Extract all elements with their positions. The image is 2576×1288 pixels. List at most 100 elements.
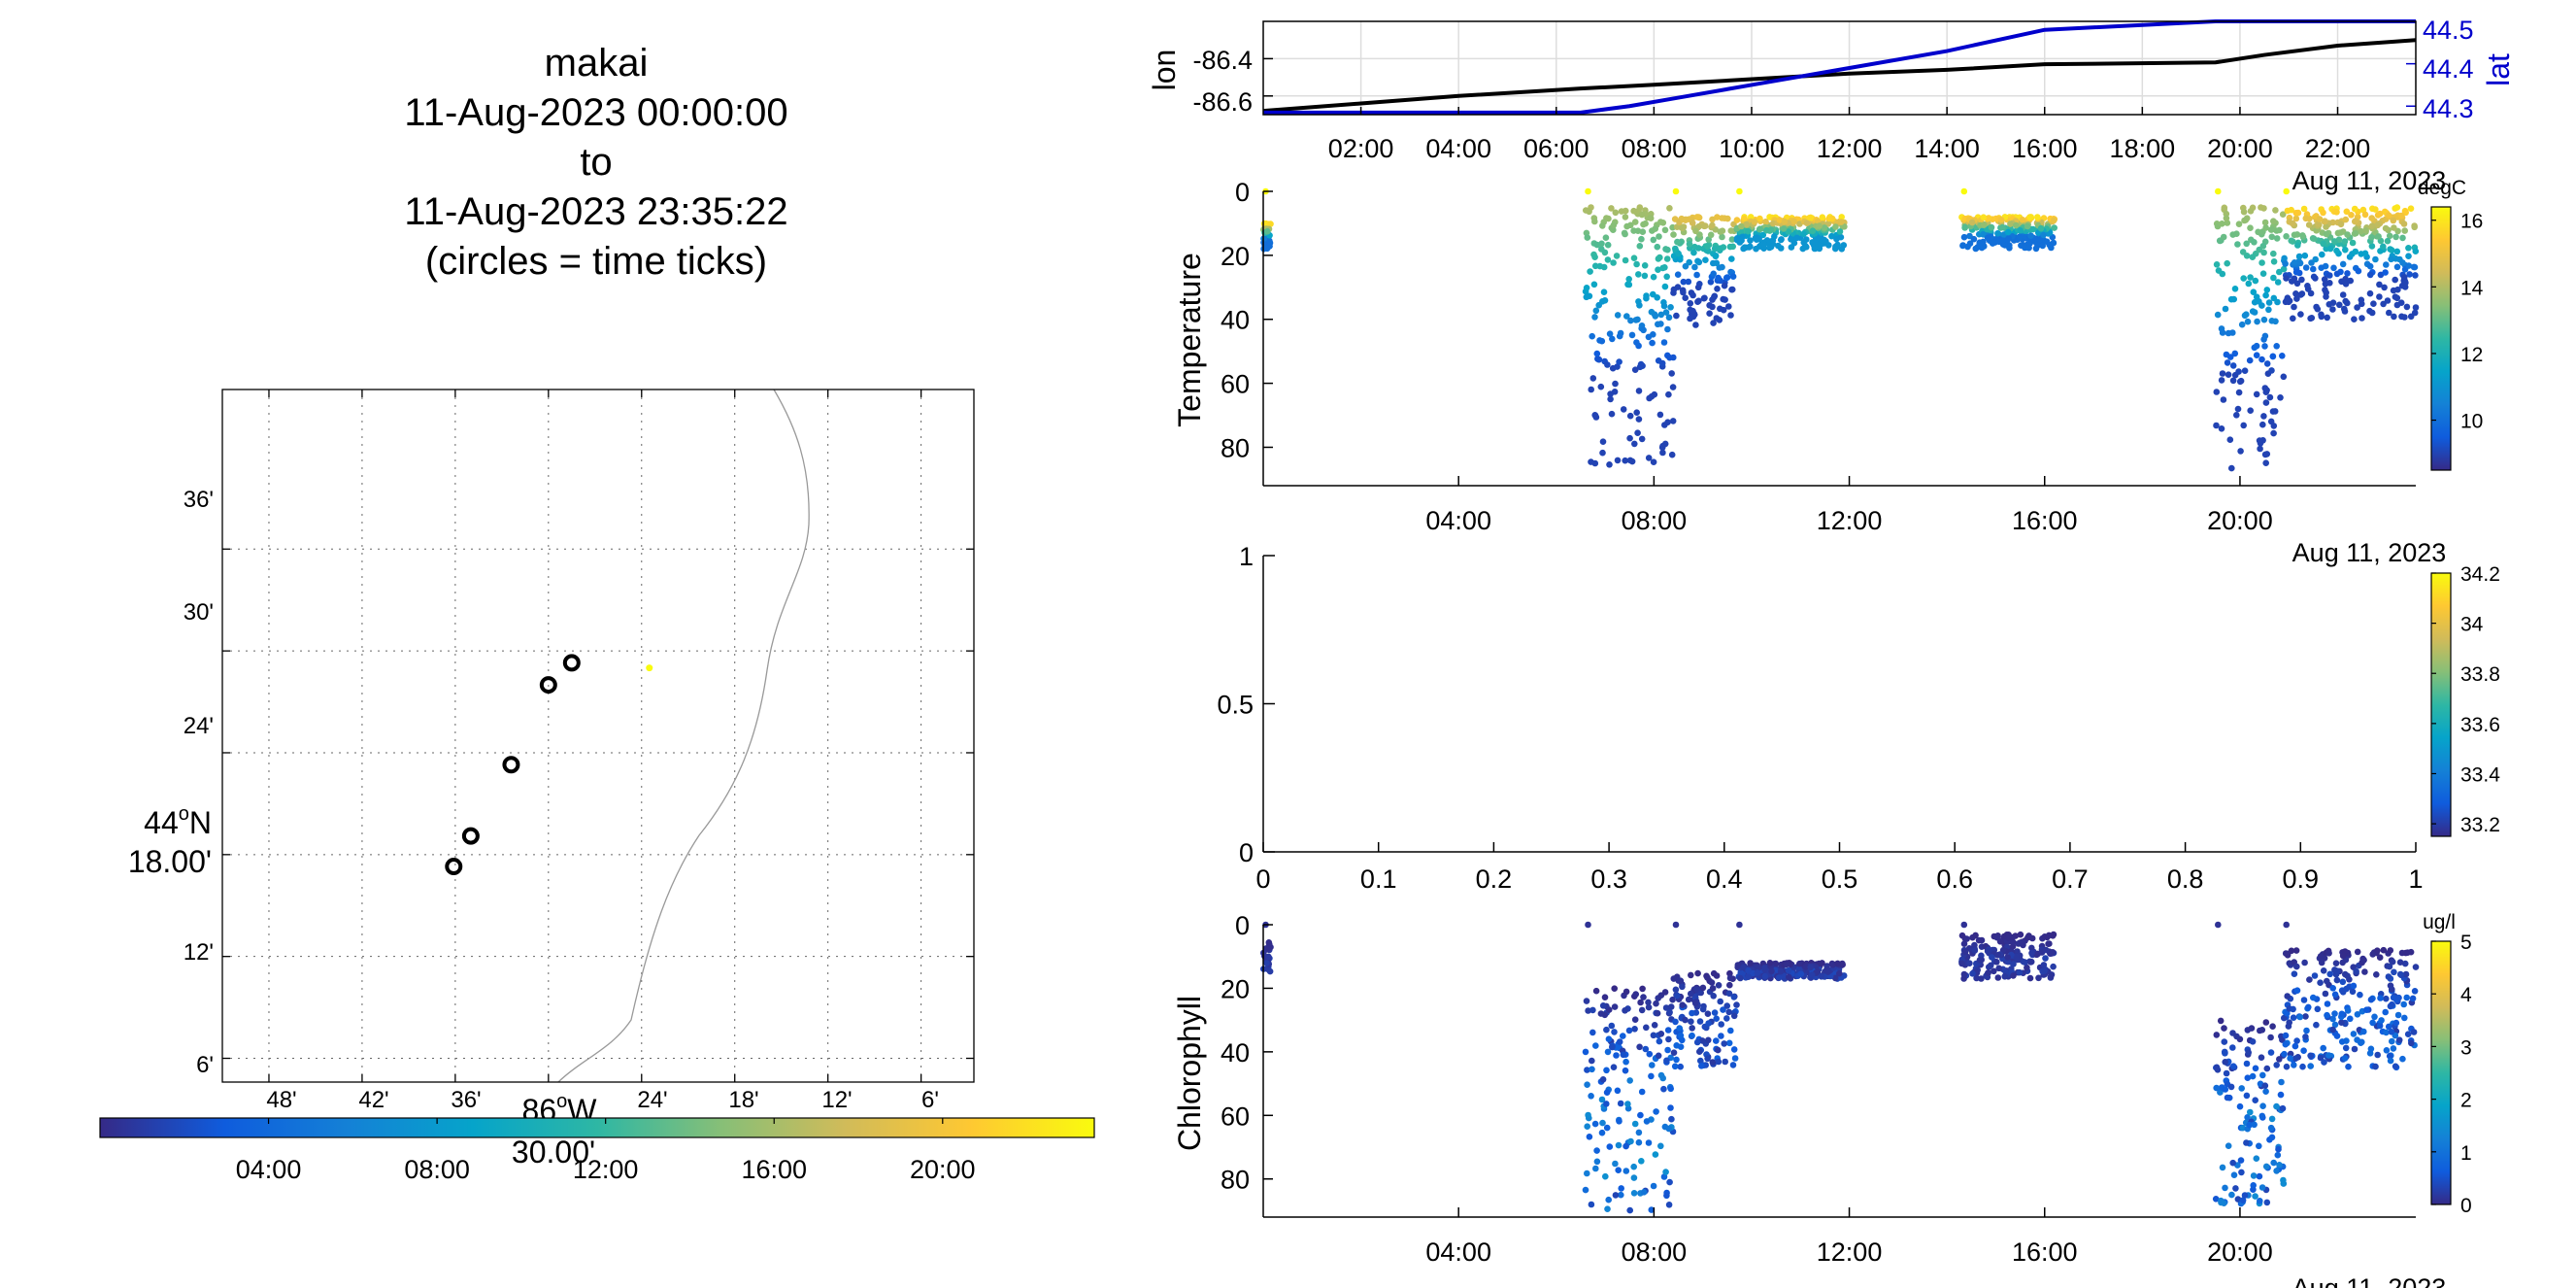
temperature-point [1753,245,1759,253]
chlorophyll-point [1663,1057,1670,1065]
map-lon-labels: 48' 42' 36' 24' 18' 12' 6' 86oW 30.00' [266,1087,939,1169]
chlorophyll-point [1960,921,1968,929]
chlorophyll-point [1604,1205,1611,1212]
chlorophyll-point [1672,921,1680,929]
chlorophyll-point [1768,967,1775,975]
chlorophyll-point [1585,1111,1591,1119]
chlorophyll-point [2017,931,2024,938]
temperature-point [2270,294,2278,302]
chlorophyll-point [1605,1035,1613,1042]
chlorophyll-point [1725,1039,1733,1047]
chlorophyll-point [2035,974,2042,982]
temperature-point [2277,394,2284,401]
chlorophyll-point [1693,1038,1701,1046]
temperature-point [2333,209,2340,216]
chlorophyll-point [1584,1169,1590,1177]
temperature-point [1675,250,1682,257]
temperature-point [1614,457,1622,464]
temperature-point [2320,209,2326,217]
chlorophyll-point [1973,974,1980,982]
temperature-point [2256,437,2263,444]
temperature-point [2241,312,2249,320]
temperature-point [1736,187,1743,195]
temperature-point [2326,245,2334,253]
temperature-point [1685,278,1692,286]
temperature-point [2372,255,2379,263]
chlorophyll-point [1775,974,1783,981]
temperature-point [1641,262,1649,269]
chlorophyll-point [1682,1016,1689,1024]
temperature-point [2270,218,2277,224]
temperature-point [2005,235,2012,242]
temperature-point [2323,223,2329,230]
chlorophyll-point [1635,1129,1643,1136]
chlorophyll-point [1689,1032,1695,1039]
chlorophyll-point [2263,1065,2271,1072]
chlorophyll-point [1754,969,1761,976]
chlorophyll-point [1958,960,1965,967]
chlorophyll-point [2307,1063,2314,1069]
chlorophyll-point [2016,968,2024,976]
chlorophyll-point [1958,932,1966,939]
chlorophyll-point [1677,1032,1685,1039]
chlorophyll-point [2354,1036,2360,1043]
title-line-4: 11-Aug-2023 23:35:22 [404,190,787,233]
temperature-point [1659,449,1666,457]
time-colorbar-ticks: 04:00 08:00 12:00 16:00 20:00 [236,1118,976,1184]
temperature-point [2374,221,2382,229]
temperature-point [2298,276,2305,284]
temperature-point [2368,243,2376,250]
lat-tick-1: 44.5 [2423,16,2474,45]
x-tick-label: 04:00 [1425,1237,1491,1267]
temperature-point [2268,367,2275,374]
temperature-point [1662,246,1669,253]
time-colorbar-tick-label: 16:00 [741,1155,807,1184]
temperature-point [1593,350,1601,357]
temperature-point [1655,255,1662,262]
temperature-point [2313,303,2320,311]
chlorophyll-point [1611,1029,1618,1035]
salinity-x-tick-label: 0.3 [1590,864,1627,894]
temperature-point [1638,435,1646,443]
temperature-point [2310,273,2318,281]
temperature-point [1633,409,1640,417]
chlorophyll-point [2410,1029,2418,1035]
temperature-point [2262,459,2269,467]
temperature-point [1674,271,1682,279]
chlorophyll-point [2252,1097,2258,1103]
temperature-point [2032,245,2040,253]
chlorophyll-point [1824,968,1831,975]
chlorophyll-point [2347,1015,2354,1023]
temperature-point [2411,223,2418,231]
temperature-point [1828,232,1835,240]
chlorophyll-point [2221,1025,2227,1032]
chlorophyll-point [2339,952,2347,960]
chlorophyll-point [1589,1029,1596,1036]
chlorophyll-point [2383,995,2390,1002]
temperature-point [2321,276,2328,283]
chlorophyll-point [2374,947,2381,954]
coastline [557,389,810,1083]
chlorophyll-point [1704,1010,1712,1017]
lonlat-x-tick-label: 18:00 [2110,134,2176,163]
temperature-point [1704,243,1711,250]
lonlat-x-tick-label: 10:00 [1719,134,1785,163]
chlorophyll-point [1638,1158,1645,1165]
chlorophyll-point [2244,1114,2251,1121]
temperature-point [2400,220,2408,227]
temperature-point [1727,312,1734,319]
chlorophyll-point [1985,969,1991,976]
chlorophyll-point [2342,1044,2350,1052]
x-tick-label: 12:00 [1817,1237,1883,1267]
chlorophyll-point [1653,1000,1659,1007]
chlorophyll-point [1589,1057,1595,1065]
temperature-point [2270,250,2277,257]
chlorophyll-point [2321,1059,2327,1066]
temperature-point [1727,227,1735,234]
temperature-point [1599,222,1606,229]
colorbar-tick-label: 12 [2460,344,2483,366]
chlorophyll-point [2387,1002,2394,1010]
chlorophyll-point [1645,1003,1653,1011]
chlorophyll-point [1836,969,1843,977]
chlorophyll-point [1584,1081,1590,1088]
